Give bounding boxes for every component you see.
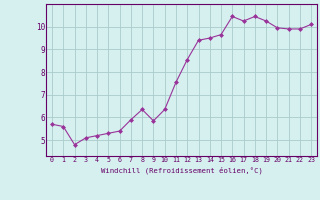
X-axis label: Windchill (Refroidissement éolien,°C): Windchill (Refroidissement éolien,°C)	[101, 166, 262, 174]
